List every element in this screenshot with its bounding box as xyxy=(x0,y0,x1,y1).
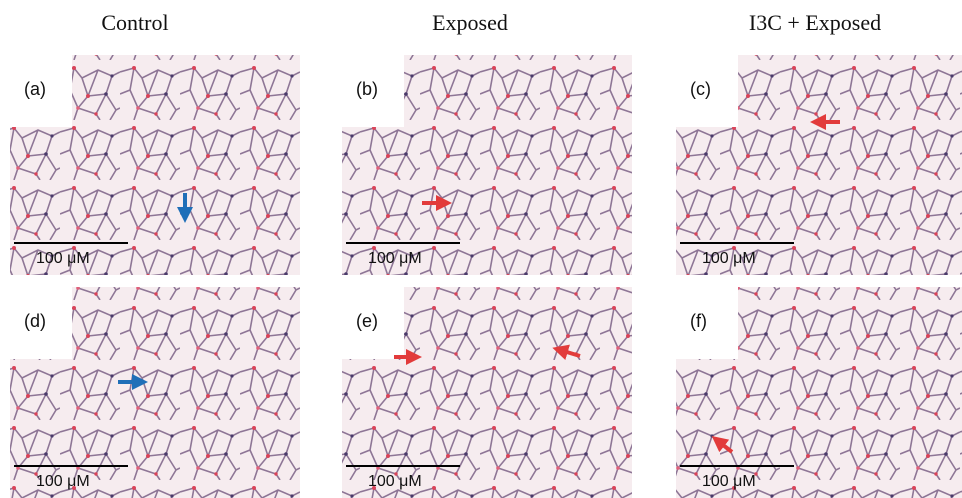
panel-label: (b) xyxy=(356,79,378,99)
panel-label: (a) xyxy=(24,79,46,99)
column-header: Exposed xyxy=(432,10,508,35)
scale-label: 100 μM xyxy=(702,473,756,490)
label-notch xyxy=(676,287,738,359)
panel-label: (d) xyxy=(24,311,46,331)
scale-label: 100 μM xyxy=(36,473,90,490)
figure: (a) 100 μM (b) 100 μM (c) 100 μM (d) 100 μM (e) 1… xyxy=(0,0,962,498)
scale-label: 100 μM xyxy=(36,250,90,267)
panel-label: (f) xyxy=(690,311,707,331)
scale-label: 100 μM xyxy=(368,250,422,267)
panel-label: (e) xyxy=(356,311,378,331)
panel-label: (c) xyxy=(690,79,711,99)
scale-label: 100 μM xyxy=(368,473,422,490)
scale-label: 100 μM xyxy=(702,250,756,267)
column-header: Control xyxy=(101,10,168,35)
column-header: I3C + Exposed xyxy=(749,10,881,35)
